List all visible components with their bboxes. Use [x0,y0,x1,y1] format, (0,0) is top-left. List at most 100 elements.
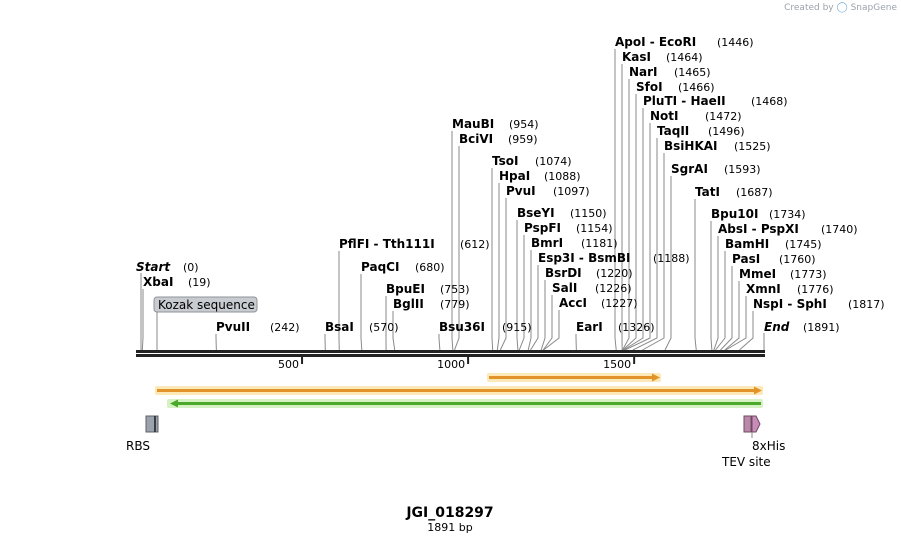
site-name: PasI [732,252,760,266]
site-position: (1525) [734,140,771,153]
tick-label: 500 [278,358,299,371]
site-position: (1150) [570,207,607,220]
kozak-box [153,296,258,313]
site-label: SalI (1226) [552,281,632,295]
site-label: AbsI - PspXI (1740) [718,222,858,236]
site-name: XmnI [746,282,781,296]
site-label: PluTI - HaeII (1468) [643,94,788,108]
end-label-group: End (1891) [763,320,840,350]
site-position: (570) [369,321,399,334]
site-label: KasI (1464) [622,50,703,64]
site-label: XbaI (19) [143,275,211,289]
site-leader [624,123,651,351]
site-position: (19) [188,276,211,289]
site-leader [499,198,507,351]
site-name: NspI - SphI [753,297,827,311]
site-position: (1074) [535,155,572,168]
site-label: Bpu10I (1734) [711,207,806,221]
site-label: XmnI (1776) [746,282,834,296]
site-position: (1466) [678,81,715,94]
site-label: EarI (1326) [576,320,655,334]
site-name: SfoI [636,80,663,94]
site-name: SalI [552,281,577,295]
site-leader [518,235,525,351]
his-label: 8xHis [752,439,785,453]
tick-label: 1500 [603,358,631,371]
site-leader [530,265,539,351]
site-label: TsoI (1074) [492,154,572,168]
site-name: PflFI - Tth111I [339,237,435,251]
site-position: (1154) [576,222,613,235]
site-position: (954) [509,118,539,131]
green-arrowhead-icon [170,399,178,408]
short-orange-arrowhead-icon [652,373,660,382]
site-label: BamHI (1745) [725,237,822,251]
site-name: Bpu10I [711,207,758,221]
site-position: (1745) [785,238,822,251]
tick-label: 1000 [437,358,465,371]
long-orange-arrowhead-icon [754,386,762,395]
site-position: (680) [415,261,445,274]
site-leader [496,183,500,351]
site-position: (1817) [848,298,885,311]
kozak-feature: Kozak sequence [153,296,258,350]
site-leader [614,49,617,351]
site-label: HpaI (1088) [499,169,581,183]
top-strand [136,350,765,353]
tev-label: TEV site [721,455,771,469]
site-name: SgrAI [671,162,708,176]
site-leader [694,199,697,351]
site-label: BmrI (1181) [531,236,618,250]
site-name: BglII [393,297,424,311]
site-position: (915) [502,321,532,334]
site-leader [392,311,396,351]
site-position: (1097) [553,185,590,198]
site-name: HpaI [499,169,530,183]
site-leaders [141,49,754,351]
site-label: NspI - SphI (1817) [753,297,885,311]
site-label: PasI (1760) [732,252,816,266]
site-leader [360,274,363,351]
site-position: (1226) [595,282,632,295]
site-label: MauBI (954) [452,117,539,131]
site-leader [527,250,532,351]
map-length: 1891 bp [427,521,472,534]
site-name: BsrDI [545,266,582,280]
site-leader [724,281,740,351]
site-position: (1773) [790,268,827,281]
backbone [136,350,765,357]
site-name: PaqCI [361,260,399,274]
site-leader [710,221,713,351]
rbs-label: RBS [126,439,150,453]
site-name: BsaI [325,320,354,334]
site-leader [438,334,441,351]
site-leader [642,153,665,351]
site-name: KasI [622,50,651,64]
site-name: MmeI [739,267,776,281]
tick-mark [467,357,470,364]
site-label: MmeI (1773) [739,267,827,281]
credit-prefix: Created by [784,3,834,13]
site-name: TaqII [657,124,689,138]
site-position: (1734) [769,208,806,221]
site-name: ApoI - EcoRI [615,35,696,49]
ruler: 500 1000 1500 [278,357,636,371]
site-position: (612) [460,238,490,251]
site-label: SfoI (1466) [636,80,715,94]
rbs-feature: RBS [126,415,159,453]
site-label: BseYI (1150) [517,206,607,220]
rbs-box [145,415,159,433]
snapgene-credit: Created by ◯ SnapGene [784,2,897,13]
site-leader [622,79,630,351]
start-label: Start [136,260,171,274]
site-position: (1593) [724,163,761,176]
site-label: Bsu36I (915) [439,320,532,334]
site-position: (959) [508,133,538,146]
site-position: (1687) [736,186,773,199]
site-label: PvuI (1097) [506,184,590,198]
site-leader [141,289,144,351]
site-leader [725,296,747,351]
site-label: BsaI (570) [325,320,399,334]
site-name: MauBI [452,117,494,131]
